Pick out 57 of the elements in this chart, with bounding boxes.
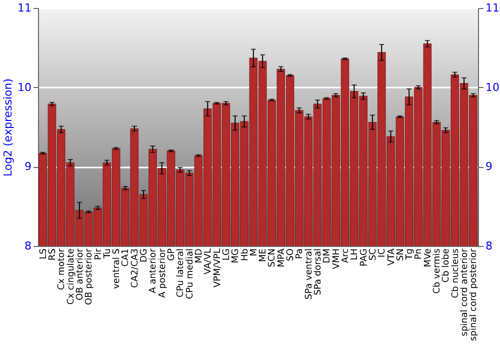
y2-tick-label: 10 — [486, 80, 500, 94]
x-tick-label: LH — [350, 248, 360, 260]
x-tick-label: LG — [222, 248, 232, 260]
x-tick-label: Pn — [414, 248, 424, 260]
x-tick-label: SC — [368, 248, 378, 260]
x-tick-label: CA1 — [121, 248, 132, 267]
x-tick-label: spinal cord posterior — [469, 248, 480, 341]
y-tick-label: 10 — [18, 80, 32, 94]
x-tick-label: Cx motor — [57, 248, 68, 290]
x-tick-label: VTA — [386, 248, 397, 266]
x-tick-label: Pir — [94, 248, 104, 260]
x-tick-label: Cb nucleus — [450, 248, 461, 298]
x-tick-label: VMH — [332, 248, 342, 270]
x-tick-label: IC — [378, 248, 388, 258]
x-tick-label: VPM/VPL — [212, 248, 223, 288]
x-tick-label: DM — [322, 248, 333, 264]
x-tick-label: RS — [48, 248, 58, 260]
x-tick-label: Tg — [405, 248, 416, 261]
y-axis-title: Log2 (expression) — [2, 78, 15, 177]
x-tick-label: Cb vermis — [432, 248, 443, 294]
x-tick-label: MPA — [276, 248, 287, 268]
x-tick-label: OB anterior — [75, 248, 86, 300]
y2-tick-label: 11 — [486, 2, 500, 14]
x-tick-label: Pa — [295, 248, 306, 260]
x-tick-label: DG — [140, 248, 150, 262]
x-tick-label: CPu lateral — [176, 248, 186, 298]
x-tick-label: Cx cingulate — [66, 248, 76, 305]
x-tick-label: SN — [396, 248, 406, 261]
y2-tick-label: 9 — [486, 160, 492, 174]
x-tick-label: A anterior — [148, 248, 159, 294]
x-tick-label: CPu medial — [185, 248, 196, 300]
x-tick-label: MD — [194, 248, 204, 264]
x-tick-label: SCN — [268, 248, 278, 268]
y2-tick-label: 8 — [486, 240, 492, 252]
x-tick-label: PAG — [359, 248, 370, 266]
x-tick-label: Arc — [340, 248, 351, 264]
x-tick-label: SO — [286, 248, 296, 262]
x-tick-label: LS — [38, 248, 49, 260]
y-tick-label: 11 — [18, 2, 32, 14]
x-tick-label: Cb lobe — [442, 248, 452, 283]
x-tick-label: M — [249, 248, 260, 256]
x-tick-label: Hb — [240, 248, 250, 261]
x-tick-label: ME — [258, 248, 269, 262]
x-tick-label: SPa dorsal — [314, 248, 324, 296]
x-tick-label: GP — [167, 248, 178, 261]
x-tick-label: CA2/CA3 — [130, 248, 140, 288]
x-tick-label: Tu — [102, 248, 113, 260]
x-tick-label: SPa ventral — [304, 248, 314, 300]
y-tick-label: 9 — [24, 160, 32, 174]
x-tick-label: MVe — [423, 248, 434, 268]
x-tick-label: VA/VL — [204, 248, 214, 274]
x-tick-label: OB posterior — [84, 248, 95, 306]
x-tick-label: A posterior — [158, 248, 168, 298]
y-tick-label: 8 — [24, 240, 32, 252]
x-tick-label: ventral S — [112, 248, 122, 289]
x-tick-label: spinal cord anterior — [460, 248, 470, 336]
x-tick-label: MG — [231, 248, 242, 264]
